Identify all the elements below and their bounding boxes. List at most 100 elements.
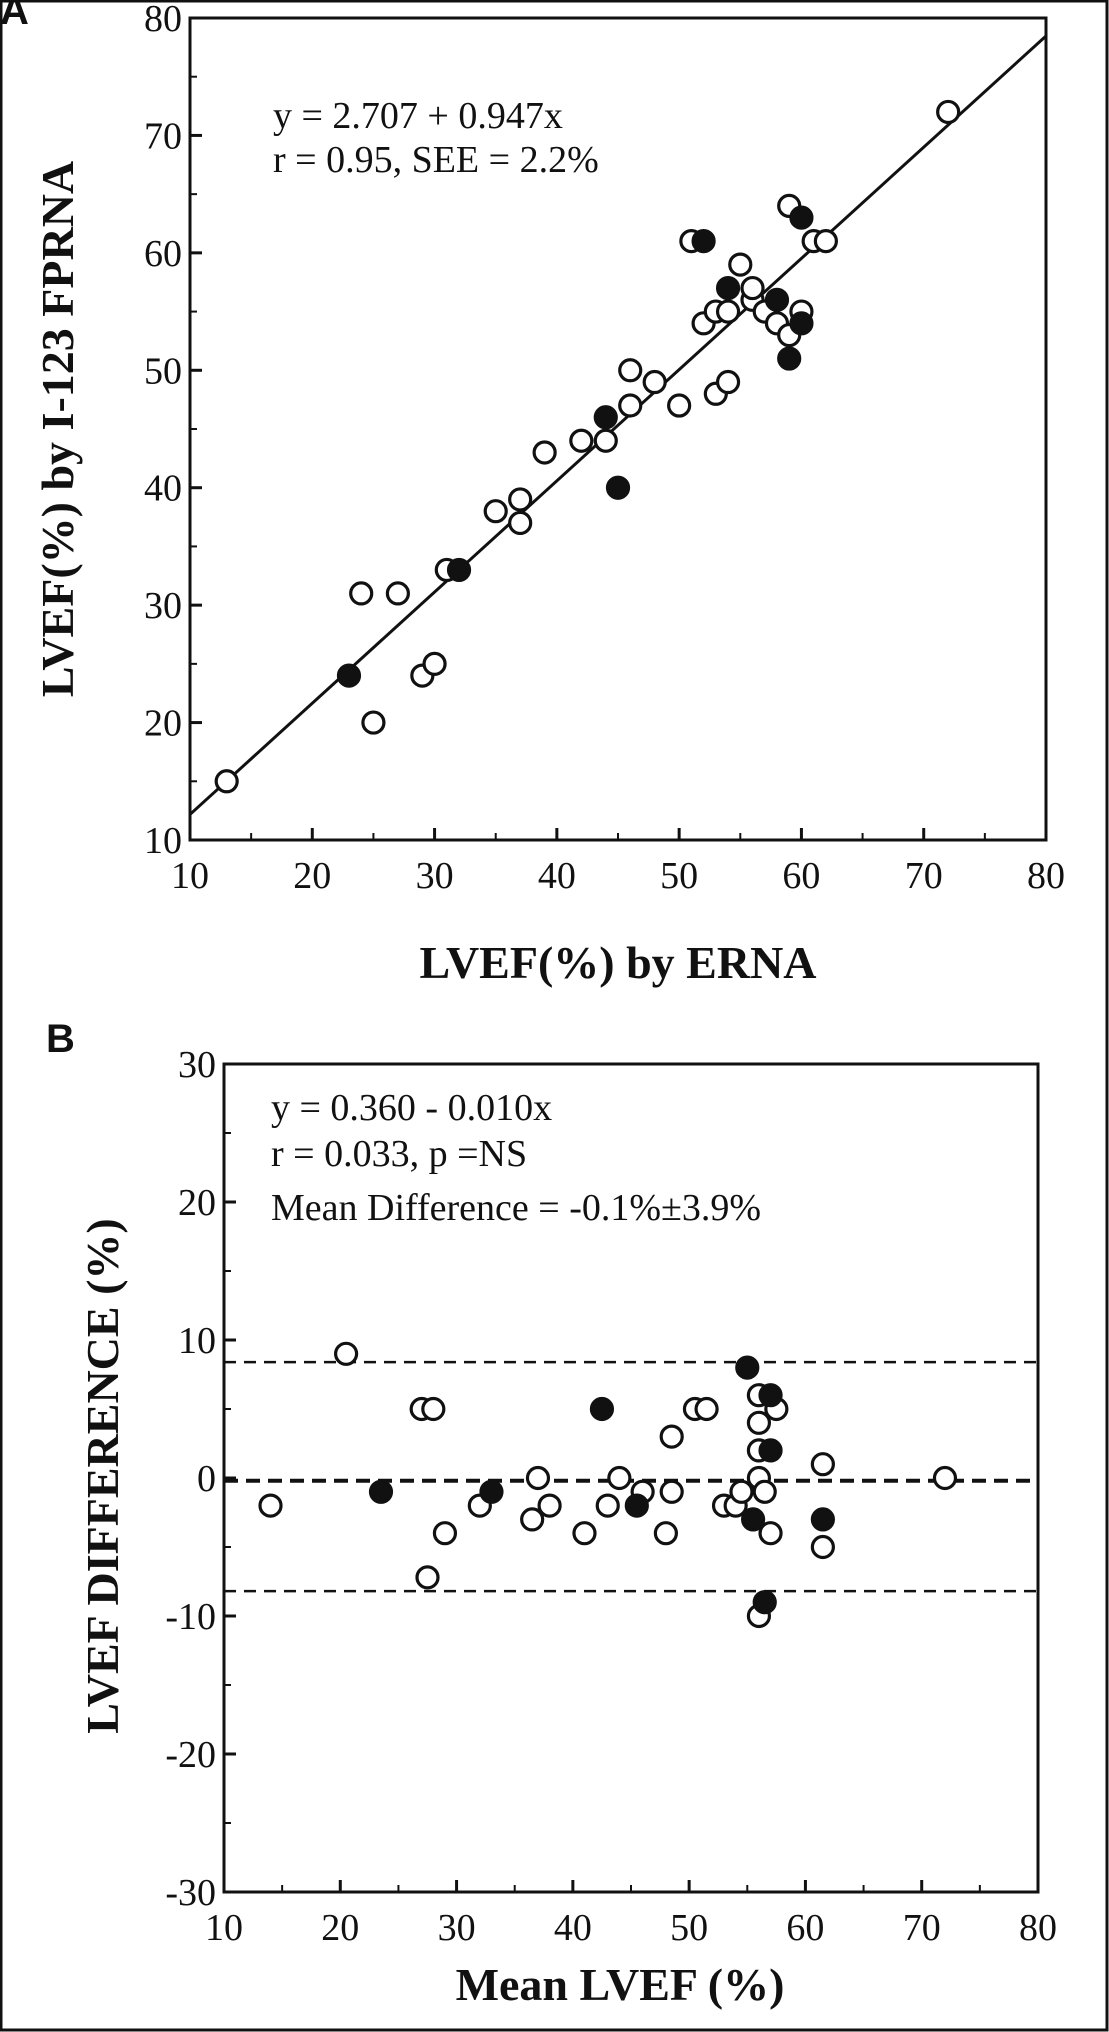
panel-b-open-point — [810, 1452, 835, 1477]
panel-a-x-tick-label: 70 — [905, 855, 943, 897]
panel-a-y-tick-label: 20 — [144, 703, 182, 745]
panel-a-filled-point — [764, 287, 790, 312]
panel-b-open-point — [537, 1493, 562, 1518]
panel-a-scatter: A 10 20 30 40 50 60 70 80 10 20 30 40 50 60 70 80 y = 2… — [0, 0, 1065, 988]
panel-b-ticks: 10 20 30 40 50 60 70 80 -30 -20 -10 0 10 20 30 — [165, 1044, 1057, 1949]
panel-a-open-point — [508, 510, 533, 536]
panel-b-open-point — [572, 1521, 597, 1546]
panel-a-x-tick-label: 40 — [538, 855, 576, 897]
panel-b-open-point — [525, 1465, 551, 1491]
panel-a-open-point — [715, 299, 741, 324]
panel-b-x-tick-label: 50 — [670, 1907, 708, 1949]
panel-b-open-point — [694, 1396, 719, 1422]
panel-a-open-point — [361, 710, 386, 735]
panel-b-open-point — [729, 1479, 754, 1504]
panel-b-open-point — [415, 1565, 440, 1590]
panel-b-points — [258, 1341, 958, 1629]
panel-a-ticks: 10 20 30 40 50 60 70 80 10 20 30 40 50 60 70 80 — [144, 0, 1065, 897]
panel-b-x-tick-label: 10 — [205, 1907, 243, 1949]
panel-a-y-tick-label: 50 — [144, 350, 182, 392]
panel-a-x-tick-label: 10 — [171, 855, 209, 897]
panel-b-x-axis-title: Mean LVEF (%) — [456, 1959, 785, 2010]
panel-a-y-axis-title: LVEF(%) by I-123 FPRNA — [32, 161, 83, 697]
panel-a-stats: r = 0.95, SEE = 2.2% — [273, 139, 599, 181]
panel-a-open-point — [618, 358, 643, 383]
panel-b-open-point — [746, 1410, 772, 1435]
panel-a-filled-point — [789, 311, 814, 336]
panel-b-filled-point — [735, 1355, 760, 1380]
panel-a-x-tick-label: 50 — [660, 855, 698, 897]
panel-b-filled-point — [810, 1507, 835, 1532]
panel-b-y-tick-label: 20 — [178, 1182, 216, 1224]
panel-b-open-point — [810, 1534, 835, 1560]
panel-a-filled-point — [691, 229, 716, 254]
panel-a-x-tick-label: 60 — [782, 855, 820, 897]
panel-b-x-tick-label: 70 — [903, 1907, 941, 1949]
panel-a-y-tick-label: 30 — [144, 585, 182, 627]
panel-a-regression-line-layer — [188, 34, 1048, 816]
panel-b-open-point — [421, 1396, 446, 1422]
panel-b-x-tick-label: 60 — [786, 1907, 824, 1949]
panel-b-scatter: B 10 20 30 40 50 60 70 80 -30 -20 -10 0 10 20 30 y = 0… — [46, 1017, 1057, 2010]
panel-b-y-tick-label: 10 — [178, 1320, 216, 1362]
panel-a-filled-point — [446, 557, 472, 583]
panel-a-open-point — [349, 581, 374, 606]
panel-a-open-point — [728, 252, 753, 277]
panel-a-filled-point — [789, 205, 814, 230]
panel-a-open-point — [618, 393, 643, 418]
panel-b-filled-point — [624, 1493, 649, 1518]
panel-b-open-point — [520, 1507, 545, 1532]
panel-a-open-point — [532, 440, 557, 465]
panel-b-filled-point — [368, 1479, 394, 1504]
panel-b-open-point — [653, 1521, 678, 1546]
panel-b-open-point — [432, 1521, 458, 1546]
panel-a-open-point — [483, 499, 508, 524]
panel-b-open-point — [258, 1493, 283, 1518]
panel-a-open-point — [385, 581, 410, 606]
panel-b-open-point — [752, 1479, 777, 1504]
panel-a-x-tick-label: 80 — [1027, 855, 1065, 897]
panel-a-regression-line — [188, 34, 1048, 816]
panel-a-y-tick-label: 40 — [144, 468, 182, 510]
panel-a-open-point — [593, 428, 618, 453]
panel-b-y-tick-label: -30 — [165, 1872, 216, 1914]
panel-a-open-point — [569, 428, 594, 453]
panel-b-y-tick-label: 30 — [178, 1044, 216, 1086]
panel-a-y-tick-label: 60 — [144, 233, 182, 275]
panel-a-open-point — [936, 99, 961, 125]
panel-a-y-tick-label: 10 — [144, 820, 182, 862]
panel-b-filled-point — [758, 1383, 783, 1408]
panel-a-filled-point — [605, 475, 631, 500]
panel-a-open-point — [422, 651, 447, 676]
panel-a-filled-point — [777, 346, 802, 371]
panel-b-y-tick-label: 0 — [197, 1458, 216, 1500]
panel-a-open-point — [642, 369, 667, 395]
panel-a-y-tick-label: 80 — [144, 0, 182, 40]
panel-a-x-tick-label: 20 — [293, 855, 331, 897]
panel-a-open-point — [813, 229, 838, 254]
panel-b-filled-point — [589, 1396, 615, 1422]
panel-b-x-tick-label: 80 — [1019, 1907, 1057, 1949]
panel-a-x-axis-title: LVEF(%) by ERNA — [419, 937, 816, 988]
panel-b-stats: r = 0.033, p =NS — [271, 1133, 527, 1175]
panel-a-points — [214, 99, 961, 794]
panel-a-letter: A — [0, 0, 29, 33]
panel-b-filled-point — [479, 1479, 504, 1504]
panel-b-filled-point — [740, 1507, 766, 1532]
panel-b-open-point — [334, 1341, 359, 1366]
panel-a-open-point — [740, 275, 765, 301]
panel-a-filled-point — [593, 405, 618, 430]
panel-b-y-tick-label: -20 — [165, 1734, 216, 1776]
panel-b-open-point — [607, 1465, 632, 1491]
panel-b-equation: y = 0.360 - 0.010x — [271, 1087, 552, 1129]
panel-b-filled-point — [752, 1590, 777, 1615]
panel-a-equation: y = 2.707 + 0.947x — [273, 95, 563, 137]
panel-b-open-point — [595, 1493, 620, 1518]
panel-a-x-tick-label: 30 — [416, 855, 454, 897]
panel-b-open-point — [932, 1465, 958, 1491]
panel-a-open-point — [667, 393, 692, 418]
panel-b-y-tick-label: -10 — [165, 1596, 216, 1638]
